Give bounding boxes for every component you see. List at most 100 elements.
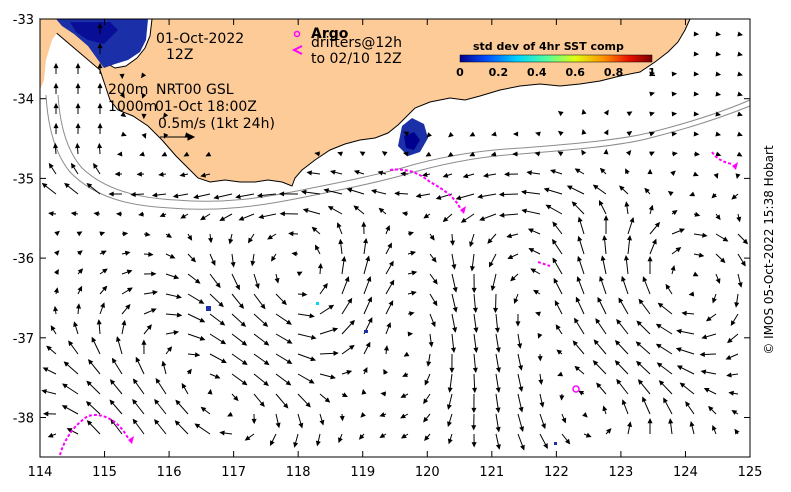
current-vector-head	[360, 412, 366, 418]
current-vector-head	[155, 377, 161, 384]
current-vector-head	[63, 361, 70, 367]
current-vector-head	[448, 132, 454, 138]
current-vector-head	[353, 205, 360, 211]
current-vector-head	[722, 236, 729, 242]
current-vector-head	[614, 340, 621, 346]
current-vector-head	[598, 199, 604, 206]
current-vector-head	[469, 265, 475, 272]
current-vector-head	[423, 416, 429, 423]
current-vector-head	[715, 111, 722, 117]
current-vector-head	[527, 228, 534, 234]
current-vector-head	[208, 237, 214, 244]
current-vector-head	[342, 392, 348, 397]
current-vector-head	[88, 359, 94, 365]
current-vector-head	[275, 422, 281, 429]
current-vector-head	[618, 297, 624, 304]
current-vector-head	[528, 248, 535, 253]
current-vector-head	[521, 208, 527, 214]
current-vector-head	[218, 301, 224, 308]
current-vector-head	[61, 383, 68, 389]
current-vector-head	[43, 411, 49, 417]
current-vector-head	[108, 191, 114, 197]
current-vector-head	[627, 421, 633, 428]
current-vector-head	[151, 192, 158, 198]
current-vector-head	[54, 230, 60, 237]
contour-1000m	[57, 94, 751, 202]
current-vector-head	[700, 369, 707, 375]
current-vector-head	[554, 300, 560, 306]
current-vector-head	[301, 189, 307, 195]
sst-speck	[554, 442, 557, 445]
scale-arrow	[160, 133, 196, 141]
current-vector-head	[693, 131, 700, 137]
current-vector-head	[626, 131, 633, 137]
drifter-marker	[128, 436, 134, 444]
current-vector-head	[625, 150, 632, 156]
current-vector-head	[220, 339, 227, 345]
current-vector-head	[317, 262, 323, 269]
current-vector-head	[737, 71, 743, 77]
current-vector-head	[336, 222, 342, 229]
x-tick-label: 116	[157, 465, 182, 480]
current-vector-head	[574, 317, 579, 324]
current-vector-head	[487, 238, 493, 244]
current-vector-head	[86, 420, 93, 426]
current-vector-head	[472, 307, 478, 314]
current-vector-head	[545, 204, 552, 210]
current-vector-head	[166, 346, 173, 352]
current-vector-head	[647, 256, 653, 262]
current-vector-head	[431, 256, 437, 263]
current-vector-head	[402, 151, 409, 157]
current-vector-head	[116, 151, 123, 157]
current-vector-head	[96, 319, 102, 325]
sst-speck	[206, 306, 211, 311]
sst-speck	[364, 330, 368, 333]
current-vector-head	[539, 402, 545, 408]
current-vector-head	[599, 275, 604, 282]
current-vector-head	[599, 167, 606, 174]
current-vector-head	[77, 250, 83, 256]
current-vector-head	[600, 255, 606, 261]
current-vector-head	[715, 51, 722, 57]
current-vector-head	[176, 312, 183, 318]
drifters-to-label: to 02/10 12Z	[311, 51, 402, 67]
current-vectors	[41, 22, 749, 451]
current-vector-head	[701, 334, 708, 340]
current-vector-head	[614, 360, 621, 366]
current-vector-head	[309, 313, 315, 319]
current-vector-head	[535, 131, 541, 137]
y-tick-label: -34	[13, 93, 34, 108]
current-vector-head	[647, 168, 653, 175]
current-vector-head	[227, 411, 233, 417]
x-axis: 114 115 116 117 118 119 120 121 122 123 124 125	[28, 19, 762, 480]
current-vector-head	[451, 264, 457, 270]
current-vector-head	[655, 323, 662, 329]
current-vector-head	[712, 297, 717, 304]
current-vector-head	[53, 102, 59, 109]
current-vector-head	[699, 351, 705, 357]
current-vector-head	[644, 187, 650, 194]
colorbar-title: std dev of 4hr SST comp	[473, 40, 624, 53]
current-vector-head	[338, 238, 344, 245]
current-vector-head	[244, 435, 251, 441]
current-vector-head	[163, 112, 169, 119]
current-vector-head	[400, 171, 406, 177]
current-vector-head	[230, 261, 236, 268]
current-vector-head	[402, 372, 408, 377]
current-vector-head	[385, 224, 391, 231]
current-vector-head	[619, 185, 625, 191]
current-vector-head	[685, 401, 691, 407]
current-vector-head	[169, 253, 176, 259]
current-vector-head	[702, 232, 708, 238]
current-vector-head	[495, 347, 501, 353]
current-vector-head	[715, 71, 722, 77]
y-tick-label: -38	[13, 412, 34, 427]
current-vector-head	[715, 91, 722, 97]
current-vector-head	[256, 192, 263, 198]
current-vector-head	[358, 434, 365, 440]
current-vector-head	[693, 111, 700, 117]
current-vector-head	[109, 379, 116, 385]
current-vector-head	[359, 151, 366, 157]
drifter-track-southwest	[59, 414, 129, 456]
current-vector-head	[672, 151, 678, 157]
